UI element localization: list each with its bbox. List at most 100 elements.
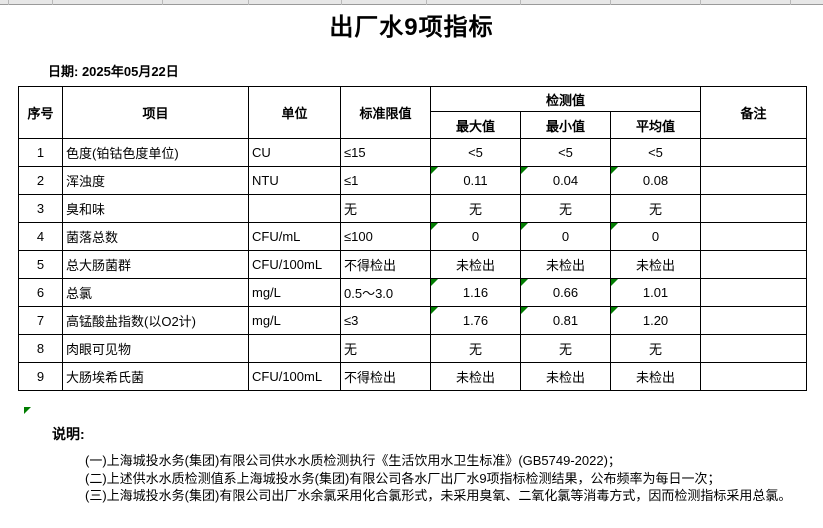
avg-cell: <5 (609, 138, 702, 167)
no-cell: 9 (18, 362, 63, 391)
unit-cell: NTU (248, 166, 341, 195)
table-row: 1 色度(铂钴色度单位) CU ≤15 <5 <5 <5 (18, 138, 808, 167)
note-line: (二)上述供水水质检测值系上海城投水务(集团)有限公司各水厂出厂水9项指标检测结… (85, 470, 721, 486)
page-title: 出厂水9项指标 (329, 14, 494, 41)
min-cell: 无 (520, 334, 611, 363)
item-cell: 色度(铂钴色度单位) (62, 138, 249, 167)
no-cell: 7 (18, 306, 63, 335)
header-detection: 检测值 (429, 86, 702, 112)
min-cell: 无 (520, 194, 611, 223)
indicators-table: 序号 项目 单位 标准限值 检测值 备注 最大值 最小值 平均值 1 色度(铂钴… (18, 86, 808, 391)
unit-cell: CU (248, 138, 341, 167)
item-cell: 总氯 (62, 278, 249, 307)
min-cell: 未检出 (520, 362, 611, 391)
grid-line (52, 0, 53, 5)
header-min: 最小值 (520, 111, 611, 139)
unit-cell (248, 194, 341, 223)
note-line: (一)上海城投水务(集团)有限公司供水水质检测执行《生活饮用水卫生标准》(GB5… (85, 453, 621, 468)
limit-cell: 无 (340, 334, 431, 363)
no-cell: 3 (18, 194, 63, 223)
item-cell: 臭和味 (62, 194, 249, 223)
header-avg: 平均值 (609, 111, 702, 139)
grid-line (426, 0, 427, 5)
table-row: 6 总氯 mg/L 0.5～3.0 1.16 0.66 1.01 (18, 278, 808, 307)
avg-cell: 无 (609, 194, 702, 223)
excel-flag-icon (521, 307, 528, 314)
remark-cell (700, 306, 808, 335)
unit-cell: mg/L (248, 278, 341, 307)
max-cell: 1.16 (430, 278, 521, 307)
avg-cell: 0 (609, 222, 702, 251)
table-row: 3 臭和味 无 无 无 无 (18, 194, 808, 223)
grid-line (8, 0, 9, 5)
header-limit: 标准限值 (340, 86, 431, 139)
excel-flag-icon (521, 167, 528, 174)
no-cell: 6 (18, 278, 63, 307)
min-cell: 0.81 (520, 306, 611, 335)
limit-cell: 无 (340, 194, 431, 223)
limit-cell: ≤15 (340, 138, 431, 167)
unit-cell: CFU/100mL (248, 250, 341, 279)
avg-cell: 1.01 (609, 278, 702, 307)
item-cell: 菌落总数 (62, 222, 249, 251)
grid-line (610, 0, 611, 5)
limit-cell: ≤3 (340, 306, 431, 335)
table-row: 9 大肠埃希氏菌 CFU/100mL 不得检出 未检出 未检出 未检出 (18, 362, 808, 391)
avg-cell: 0.08 (609, 166, 702, 195)
header-item: 项目 (62, 86, 249, 139)
remark-cell (700, 334, 808, 363)
avg-cell: 无 (609, 334, 702, 363)
limit-cell: ≤1 (340, 166, 431, 195)
table-row: 2 浑浊度 NTU ≤1 0.11 0.04 0.08 (18, 166, 808, 195)
table-row: 7 高锰酸盐指数(以O2计) mg/L ≤3 1.76 0.81 1.20 (18, 306, 808, 335)
excel-flag-icon (611, 307, 618, 314)
no-cell: 4 (18, 222, 63, 251)
excel-flag-icon (521, 279, 528, 286)
limit-cell: 不得检出 (340, 250, 431, 279)
header-unit: 单位 (248, 86, 341, 139)
table-row: 8 肉眼可见物 无 无 无 无 (18, 334, 808, 363)
no-cell: 8 (18, 334, 63, 363)
excel-flag-icon (431, 223, 438, 230)
excel-flag-icon (431, 307, 438, 314)
no-cell: 1 (18, 138, 63, 167)
remark-cell (700, 222, 808, 251)
grid-line (162, 0, 163, 5)
excel-flag-icon (611, 223, 618, 230)
excel-flag-icon (431, 167, 438, 174)
limit-cell: 不得检出 (340, 362, 431, 391)
limit-cell: 0.5～3.0 (340, 278, 431, 307)
excel-flag-icon (611, 279, 618, 286)
grid-line (790, 0, 791, 5)
excel-flag-icon (431, 279, 438, 286)
max-cell: 无 (430, 334, 521, 363)
table-row: 5 总大肠菌群 CFU/100mL 不得检出 未检出 未检出 未检出 (18, 250, 808, 279)
grid-line (341, 0, 342, 5)
remark-cell (700, 194, 808, 223)
max-cell: 1.76 (430, 306, 521, 335)
no-cell: 2 (18, 166, 63, 195)
notes-heading: 说明: (52, 426, 85, 442)
remark-cell (700, 138, 808, 167)
item-cell: 浑浊度 (62, 166, 249, 195)
avg-cell: 未检出 (609, 362, 702, 391)
header-remark: 备注 (700, 86, 808, 139)
report-date: 日期: 2025年05月22日 (48, 64, 179, 79)
grid-line (248, 0, 249, 5)
max-cell: 0.11 (430, 166, 521, 195)
remark-cell (700, 278, 808, 307)
max-cell: 0 (430, 222, 521, 251)
max-cell: 未检出 (430, 250, 521, 279)
header-max: 最大值 (430, 111, 521, 139)
min-cell: 0 (520, 222, 611, 251)
no-cell: 5 (18, 250, 63, 279)
header-no: 序号 (18, 86, 63, 139)
min-cell: 未检出 (520, 250, 611, 279)
limit-cell: ≤100 (340, 222, 431, 251)
excel-flag-icon (521, 223, 528, 230)
item-cell: 肉眼可见物 (62, 334, 249, 363)
item-cell: 大肠埃希氏菌 (62, 362, 249, 391)
excel-flag-icon (611, 167, 618, 174)
excel-flag-icon (24, 407, 31, 414)
min-cell: 0.04 (520, 166, 611, 195)
